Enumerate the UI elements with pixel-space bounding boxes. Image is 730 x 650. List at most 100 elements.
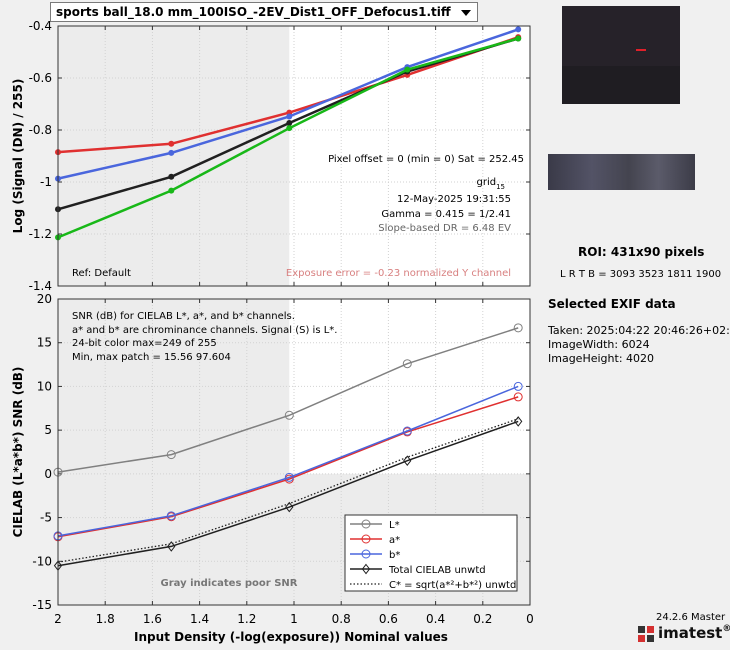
- top-data-point: [168, 140, 175, 147]
- bottom-data-point: [402, 426, 412, 436]
- top-annotation-date: 12-May-2025 19:31:55: [397, 194, 511, 205]
- grid-subscript: 15: [496, 183, 505, 191]
- bottom-data-point: [403, 455, 412, 467]
- bottom-xtick-label: 1: [290, 612, 298, 626]
- bottom-series-line-0: [57, 327, 519, 473]
- top-ytick-label: -0.6: [29, 71, 52, 85]
- top-ytick-label: -1.4: [29, 279, 52, 293]
- top-annotation-exposure-error: Exposure error = -0.23 normalized Y chan…: [286, 268, 511, 279]
- top-annotation-grid: grid15: [476, 177, 505, 191]
- file-select-dropdown[interactable]: sports ball_18.0 mm_100ISO_-2EV_Dist1_OF…: [50, 2, 478, 22]
- top-data-point: [515, 35, 522, 42]
- bottom-xtick-label: 0.2: [473, 612, 492, 626]
- top-plot-frame: [57, 25, 531, 287]
- signal-chart: -1.4 -1.2 -1 -0.8 -0.6 -0.4 Log (Signal (DN) /…: [11, 19, 531, 293]
- bottom-ytick-label: 15: [37, 336, 52, 350]
- bottom-ytick-label: -5: [40, 511, 52, 525]
- legend-box: [344, 514, 518, 592]
- grid-text: grid: [476, 177, 496, 188]
- bottom-annotation-poor-snr: Gray indicates poor SNR: [161, 578, 298, 589]
- top-ytick-label: -0.4: [29, 19, 52, 33]
- bottom-ytick-label: 20: [37, 292, 52, 306]
- legend-marker-1: [361, 534, 371, 544]
- bottom-xtick-label: 2: [54, 612, 62, 626]
- exif-title: Selected EXIF data: [548, 297, 676, 311]
- legend-label-0: L*: [389, 520, 400, 531]
- imatest-logo: imatest®: [638, 624, 730, 646]
- top-ytick-label: -1: [40, 175, 52, 189]
- bottom-ytick-label: -10: [32, 554, 52, 568]
- roi-title: ROI: 431x90 pixels: [578, 245, 705, 259]
- exif-image-width: ImageWidth: 6024: [548, 338, 650, 351]
- bottom-series-line-3: [57, 420, 519, 567]
- top-poor-region-x: [58, 26, 290, 286]
- bottom-data-point: [167, 541, 176, 552]
- legend-marker-2: [361, 549, 371, 559]
- bottom-data-point: [284, 472, 294, 482]
- top-data-point: [286, 113, 293, 120]
- bottom-series-line-1: [57, 396, 519, 538]
- bottom-plot-frame: [57, 298, 531, 606]
- snr-chart: -15 -10 -5 0 5 10 15 20 2 1.8 1.6 1.4 1.2 1 0.8 0.6 0.4 0…: [11, 292, 534, 644]
- bottom-ytick-label: 0: [44, 467, 52, 481]
- bottom-data-point: [166, 511, 176, 521]
- bottom-annotation-line2: a* and b* are chrominance channels. Sign…: [72, 325, 337, 336]
- bottom-ytick-label: 5: [44, 423, 52, 437]
- top-ytick-label: -0.8: [29, 123, 52, 137]
- roi-thumbnail: [548, 154, 695, 190]
- chevron-down-icon[interactable]: [461, 10, 471, 16]
- top-annotation-ref: Ref: Default: [72, 268, 131, 279]
- bottom-xtick-label: 0: [526, 612, 534, 626]
- thumbnail-dark-band: [562, 66, 680, 104]
- bottom-data-point: [402, 359, 412, 369]
- bottom-annotation-line1: SNR (dB) for CIELAB L*, a*, and b* chann…: [72, 311, 295, 322]
- bottom-xtick-label: 0.8: [332, 612, 351, 626]
- top-data-point: [515, 26, 522, 33]
- bottom-data-point: [513, 323, 523, 333]
- bottom-xtick-label: 1.6: [143, 612, 162, 626]
- image-thumbnail[interactable]: [562, 6, 680, 104]
- top-ytick-label: -1.2: [29, 227, 52, 241]
- bottom-xtick-label: 0.6: [379, 612, 398, 626]
- top-data-point: [404, 66, 411, 73]
- top-annotation-pixel-offset: Pixel offset = 0 (min = 0) Sat = 252.45: [328, 154, 524, 165]
- snr-legend: L* a* b* Total CIELAB unwtd C* = sqrt(a*²+b*…: [344, 514, 518, 592]
- bottom-annotation-line3: 24-bit color max=249 of 255: [72, 338, 217, 349]
- file-select-value: sports ball_18.0 mm_100ISO_-2EV_Dist1_OF…: [56, 5, 451, 19]
- bottom-ylabel: CIELAB (L*a*b*) SNR (dB): [11, 367, 25, 538]
- bottom-data-point: [285, 501, 294, 513]
- exif-taken: Taken: 2025:04:22 20:46:26+02:00: [548, 324, 730, 337]
- top-data-point: [168, 173, 175, 180]
- bottom-annotation-line4: Min, max patch = 15.56 97.604: [72, 352, 231, 363]
- bottom-xtick-label: 0.4: [426, 612, 445, 626]
- version-label: 24.2.6 Master: [656, 612, 726, 623]
- bottom-series-line-2: [57, 385, 519, 537]
- roi-coords: L R T B = 3093 3523 1811 1900: [560, 269, 722, 280]
- legend-label-3: Total CIELAB unwtd: [388, 565, 486, 576]
- bottom-data-point: [513, 381, 523, 391]
- bottom-data-point: [513, 392, 523, 402]
- top-data-point: [168, 187, 175, 194]
- exif-image-height: ImageHeight: 4020: [548, 352, 655, 365]
- top-data-point: [168, 149, 175, 156]
- roi-marker: [636, 49, 646, 51]
- plots-area: -1.4 -1.2 -1 -0.8 -0.6 -0.4 Log (Signal (DN) /…: [11, 19, 534, 644]
- bottom-data-point: [284, 410, 294, 420]
- top-ylabel: Log (Signal (DN) / 255): [11, 79, 25, 234]
- bottom-data-point: [166, 450, 176, 460]
- top-annotation-slope-dr: Slope-based DR = 6.48 EV: [378, 223, 511, 234]
- bottom-ytick-label: -15: [32, 598, 52, 612]
- bottom-series-line-4: [57, 418, 519, 563]
- legend-marker-0: [361, 519, 371, 529]
- legend-label-4: C* = sqrt(a*²+b*²) unwtd: [389, 580, 516, 591]
- bottom-ytick-label: 10: [37, 379, 52, 393]
- top-annotation-gamma: Gamma = 0.415 = 1/2.41: [381, 209, 511, 220]
- top-data-point: [286, 125, 293, 132]
- bottom-xtick-label: 1.4: [190, 612, 209, 626]
- bottom-xtick-label: 1.8: [96, 612, 115, 626]
- imatest-logo-text: imatest®: [658, 624, 730, 642]
- imatest-logo-icon: [638, 626, 654, 642]
- bottom-xlabel: Input Density (-log(exposure)) Nominal v…: [134, 630, 448, 644]
- legend-label-2: b*: [389, 550, 400, 561]
- bottom-data-point: [514, 416, 523, 427]
